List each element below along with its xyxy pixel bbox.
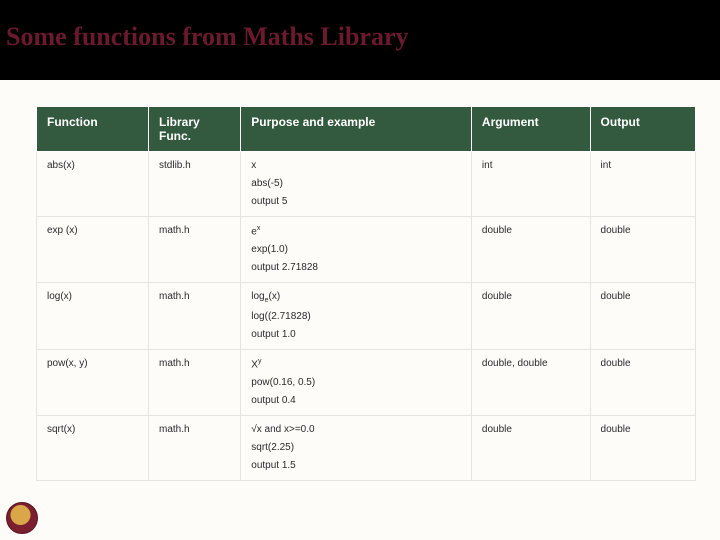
cell-library: math.h	[149, 415, 241, 480]
cell-function: log(x)	[37, 283, 149, 349]
cell-argument: double	[471, 217, 590, 283]
purpose-line: output 5	[251, 194, 461, 210]
purpose-line: ex	[251, 223, 461, 240]
purpose-line: √x and x>=0.0	[251, 422, 461, 438]
functions-table-wrap: Function Library Func. Purpose and examp…	[36, 106, 696, 481]
cell-function: sqrt(x)	[37, 415, 149, 480]
cell-library: math.h	[149, 217, 241, 283]
purpose-line: x	[251, 158, 461, 174]
cell-output: double	[590, 415, 695, 480]
cell-function: abs(x)	[37, 152, 149, 217]
purpose-line: output 1.5	[251, 458, 461, 474]
purpose-line: sqrt(2.25)	[251, 440, 461, 456]
slide-title: Some functions from Maths Library	[6, 22, 409, 52]
cell-function: pow(x, y)	[37, 349, 149, 415]
purpose-line: log((2.71828)	[251, 309, 461, 325]
cell-argument: double, double	[471, 349, 590, 415]
cell-purpose: x abs(-5) output 5	[241, 152, 472, 217]
cell-argument: double	[471, 283, 590, 349]
table-body: abs(x)stdlib.hxabs(-5)output 5intintexp …	[37, 152, 696, 481]
table-row: sqrt(x)math.h √x and x>=0.0 sqrt(2.25) outp…	[37, 415, 696, 480]
cell-library: math.h	[149, 349, 241, 415]
cell-argument: int	[471, 152, 590, 217]
cell-library: stdlib.h	[149, 152, 241, 217]
col-header-output: Output	[590, 107, 695, 152]
purpose-line: pow(0.16, 0.5)	[251, 375, 461, 391]
cell-output: double	[590, 349, 695, 415]
cell-purpose: ex exp(1.0) output 2.71828	[241, 217, 472, 283]
purpose-line: output 2.71828	[251, 260, 461, 276]
purpose-line: output 0.4	[251, 393, 461, 409]
cell-output: int	[590, 152, 695, 217]
cell-purpose: Xy pow(0.16, 0.5) output 0.4	[241, 349, 472, 415]
purpose-line: exp(1.0)	[251, 242, 461, 258]
cell-output: double	[590, 217, 695, 283]
purpose-line: output 1.0	[251, 327, 461, 343]
table-row: exp (x)math.h ex exp(1.0) output 2.71828 dou…	[37, 217, 696, 283]
functions-table: Function Library Func. Purpose and examp…	[36, 106, 696, 481]
table-row: pow(x, y)math.h Xy pow(0.16, 0.5) output 0.…	[37, 349, 696, 415]
purpose-line: loge(x)	[251, 289, 461, 306]
cell-function: exp (x)	[37, 217, 149, 283]
cell-argument: double	[471, 415, 590, 480]
purpose-line: Xy	[251, 356, 461, 373]
col-header-library: Library Func.	[149, 107, 241, 152]
cell-purpose: loge(x) log((2.71828) output 1.0	[241, 283, 472, 349]
table-row: abs(x)stdlib.h x abs(-5) output 5 intint	[37, 152, 696, 217]
table-row: log(x)math.h loge(x) log((2.71828) output 1…	[37, 283, 696, 349]
purpose-line: abs(-5)	[251, 176, 461, 192]
cell-output: double	[590, 283, 695, 349]
cell-purpose: √x and x>=0.0 sqrt(2.25) output 1.5	[241, 415, 472, 480]
col-header-argument: Argument	[471, 107, 590, 152]
university-logo	[6, 502, 38, 534]
cell-library: math.h	[149, 283, 241, 349]
col-header-purpose: Purpose and example	[241, 107, 472, 152]
col-header-function: Function	[37, 107, 149, 152]
table-header-row: Function Library Func. Purpose and examp…	[37, 107, 696, 152]
